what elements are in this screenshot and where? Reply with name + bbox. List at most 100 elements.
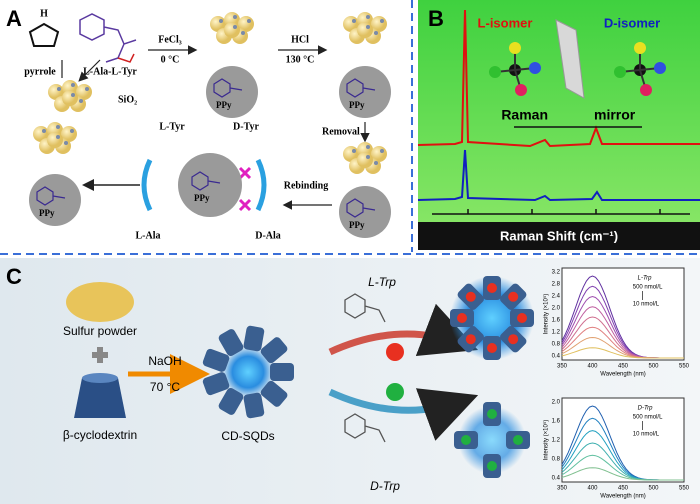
ppy-particle [178,153,242,217]
step-label: Removal [322,126,360,137]
cyclodextrin-petal [260,337,288,364]
molecule [117,53,135,63]
molecule-label: L-Ala [136,230,161,241]
bound-trp [517,313,527,323]
enantiomer-dot [386,343,404,361]
ppy-dot [366,15,370,19]
y-tick-label: 1.2 [552,438,561,444]
y-tick-label: 2.0 [552,400,561,406]
curved-arrow [328,388,479,441]
inset-annotation: D-Trp [638,406,654,412]
molecule-label: D-Ala [255,230,281,241]
ppy-dot [380,19,384,23]
mismatch-mark [238,166,252,212]
inset-frame [561,267,685,361]
panel-label: C [6,264,22,289]
atom [654,62,666,74]
legend-label: L-isomer [478,15,533,30]
y-tick-label: 1.6 [552,419,561,425]
emission-curve [561,467,684,481]
mirror-plane [555,19,585,99]
atom [509,42,521,54]
y-tick-label: 0.8 [552,457,561,463]
y-tick-label: 0.4 [552,476,561,482]
x-tick-label: 350 [557,364,568,370]
quantum-dot [222,346,274,398]
ppy-particle [339,186,391,238]
ppy-label: PPy [349,220,365,230]
bound-trp [461,435,471,445]
ppy-dot [352,149,356,153]
atom-label: H [40,8,48,19]
enantiomer-dot [386,383,404,401]
reagent-label: β-cyclodextrin [63,428,137,442]
molecule-label: D-Trp [370,479,400,493]
ppy-dot [374,31,378,35]
atom [634,42,646,54]
emission-curve [561,347,684,359]
ppy-dot [366,155,370,159]
molecule-label: D-Tyr [233,121,259,132]
x-tick-label: 450 [618,364,629,370]
quantum-dot-glow [458,406,526,474]
y-tick-label: 2.4 [552,294,561,300]
y-tick-label: 0.8 [552,342,561,348]
molecule-label: L-Trp [368,275,396,289]
condition: 70 °C [150,380,180,394]
legend-label: D-isomer [604,15,660,30]
axis-label: Intensity (×10⁵) [543,420,550,461]
x-tick-label: 550 [679,364,690,370]
mirror-label: Raman [501,107,548,123]
reagent-label: SiO₂ [118,94,137,105]
ppy-dot [85,87,89,91]
ppy-dot [219,19,223,23]
mirror-label: mirror [594,107,636,123]
ppy-dot [366,145,370,149]
x-tick-label: 400 [587,486,598,492]
cyclodextrin-petal [260,380,288,407]
pyrrole-ring [28,22,60,47]
ppy-dot [70,129,74,133]
raman-spectrum [417,9,700,148]
bound-trp [457,313,467,323]
ppy-particle [29,174,81,226]
ppy-dot [56,125,60,129]
bound-trp [508,291,519,302]
bound-trp [487,283,497,293]
cyclodextrin-petal [270,363,294,381]
atom [489,66,501,78]
x-tick-label: 400 [587,364,598,370]
ppy-dot [380,149,384,153]
cyclodextrin-icon [82,373,118,383]
silica-sphere [47,132,63,148]
silica-sphere [357,22,373,38]
ppy-dot [79,99,83,103]
inset-annotation: 500 nmol/L [633,285,663,291]
molecule [36,186,66,206]
inset-annotation: 10 nmol/L [633,432,660,438]
molecule-label: L-Tyr [159,121,185,132]
x-tick-label: 550 [679,486,690,492]
bound-trp [465,291,476,302]
cyclodextrin-petal [218,388,244,415]
y-tick-label: 2.0 [552,306,561,312]
bound-trp [508,334,519,345]
inset-annotation: 10 nmol/L [633,302,660,308]
axis-label: Wavelength (nm) [600,494,645,500]
plus-icon [92,347,108,363]
ppy-label: PPy [216,100,232,110]
cyclodextrin-icon [74,378,126,418]
y-tick-label: 1.6 [552,318,561,324]
molecule [344,293,386,323]
ppy-particle [206,66,258,118]
bound-trp [465,334,476,345]
sulfur-pile [66,282,134,322]
arrow [61,59,101,80]
molecule [346,198,376,218]
axis-label: Wavelength (nm) [600,372,645,378]
bound-trp [487,409,497,419]
axis-label: Intensity (×10⁵) [543,294,550,335]
binding-site [141,158,267,212]
